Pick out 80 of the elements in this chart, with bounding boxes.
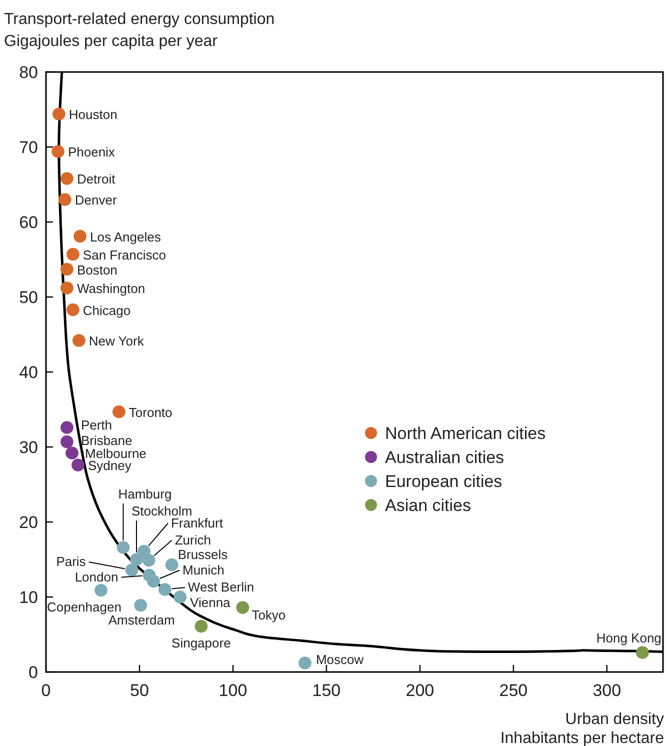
annotation: San Francisco: [82, 247, 166, 262]
annotation: London: [74, 569, 118, 584]
annotation: Denver: [74, 192, 118, 208]
x-tick-label: 250: [499, 681, 528, 700]
point: [298, 656, 312, 670]
annotation: Copenhagen: [46, 599, 122, 614]
y-tick-label: 20: [19, 512, 38, 532]
x-tick-label: 300: [592, 681, 622, 700]
x-tick-label: 200: [406, 681, 434, 700]
x-tick-label: 0: [41, 681, 51, 700]
point: [125, 564, 138, 576]
y-axis-title: Transport-related energy consumption Gigajoules per capita per year: [4, 11, 275, 50]
y-tick-label: 0: [28, 662, 38, 682]
point: [52, 145, 64, 158]
annotation: Chicago: [82, 302, 131, 318]
point: [636, 646, 649, 659]
y-tick-label: 60: [19, 212, 38, 232]
annotation: Boston: [76, 262, 118, 278]
annotation: Hamburg: [118, 486, 172, 502]
annotation: Brisbane: [80, 432, 132, 448]
y-tick-label: 80: [19, 62, 38, 82]
annotation: Toronto: [128, 404, 172, 420]
y-tick-label: 70: [19, 138, 38, 157]
point: [236, 601, 250, 614]
point: [116, 541, 130, 554]
point: [194, 620, 208, 633]
point: [138, 544, 150, 558]
point: [60, 172, 74, 185]
annotation: Melbourne: [84, 446, 146, 461]
point: [52, 108, 66, 120]
legend-label: Australian cities: [385, 448, 504, 467]
annotation: Detroit: [76, 172, 116, 186]
annotation: Paris: [56, 554, 86, 569]
annotation: Brussels: [178, 546, 228, 562]
annotation: Hong Kong: [596, 630, 662, 646]
point: [74, 230, 86, 243]
legend-label: Asian cities: [385, 496, 471, 515]
x-tick-label: 150: [312, 681, 341, 700]
annotation: Houston: [68, 107, 118, 122]
annotation: Washington: [76, 281, 146, 296]
point: [60, 435, 74, 448]
annotation: Munich: [182, 562, 224, 578]
annotation: Amsterdam: [108, 612, 175, 628]
legend-label: North American cities: [385, 424, 546, 443]
point: [66, 446, 78, 460]
annotation: Los Angeles: [90, 229, 162, 244]
annotation: Tokyo: [252, 608, 286, 622]
annotation: New York: [88, 334, 144, 348]
point: [94, 584, 108, 597]
point: [66, 248, 80, 261]
x-tick-label: 50: [130, 681, 149, 700]
annotation: West Berlin: [188, 580, 254, 594]
point: [72, 334, 86, 347]
point: [147, 574, 160, 588]
x-axis-title: Urban density Inhabitants per hectare: [500, 711, 664, 746]
point: [142, 554, 156, 567]
point: [66, 303, 80, 316]
point: [158, 583, 172, 596]
y-tick-label: 30: [19, 438, 38, 457]
point: [112, 405, 126, 418]
annotation: Perth: [80, 418, 112, 432]
point: [60, 421, 74, 434]
point: [165, 558, 178, 572]
point: [60, 262, 74, 276]
annotation: Phoenix: [68, 144, 116, 160]
annotation: Vienna: [190, 595, 232, 610]
point: [134, 598, 148, 612]
x-tick-label: 100: [218, 681, 248, 700]
annotation: Zurich: [174, 532, 211, 548]
point: [72, 458, 84, 472]
point: [58, 193, 72, 206]
y-tick-label: 40: [19, 362, 38, 382]
annotation: Moscow: [316, 652, 364, 667]
point: [174, 590, 186, 604]
annotation: Sydney: [88, 458, 132, 473]
legend-label: European cities: [385, 472, 502, 491]
y-tick-label: 10: [19, 588, 38, 607]
y-tick-label: 50: [19, 288, 38, 307]
point: [60, 282, 74, 294]
annotation: Singapore: [172, 635, 231, 650]
